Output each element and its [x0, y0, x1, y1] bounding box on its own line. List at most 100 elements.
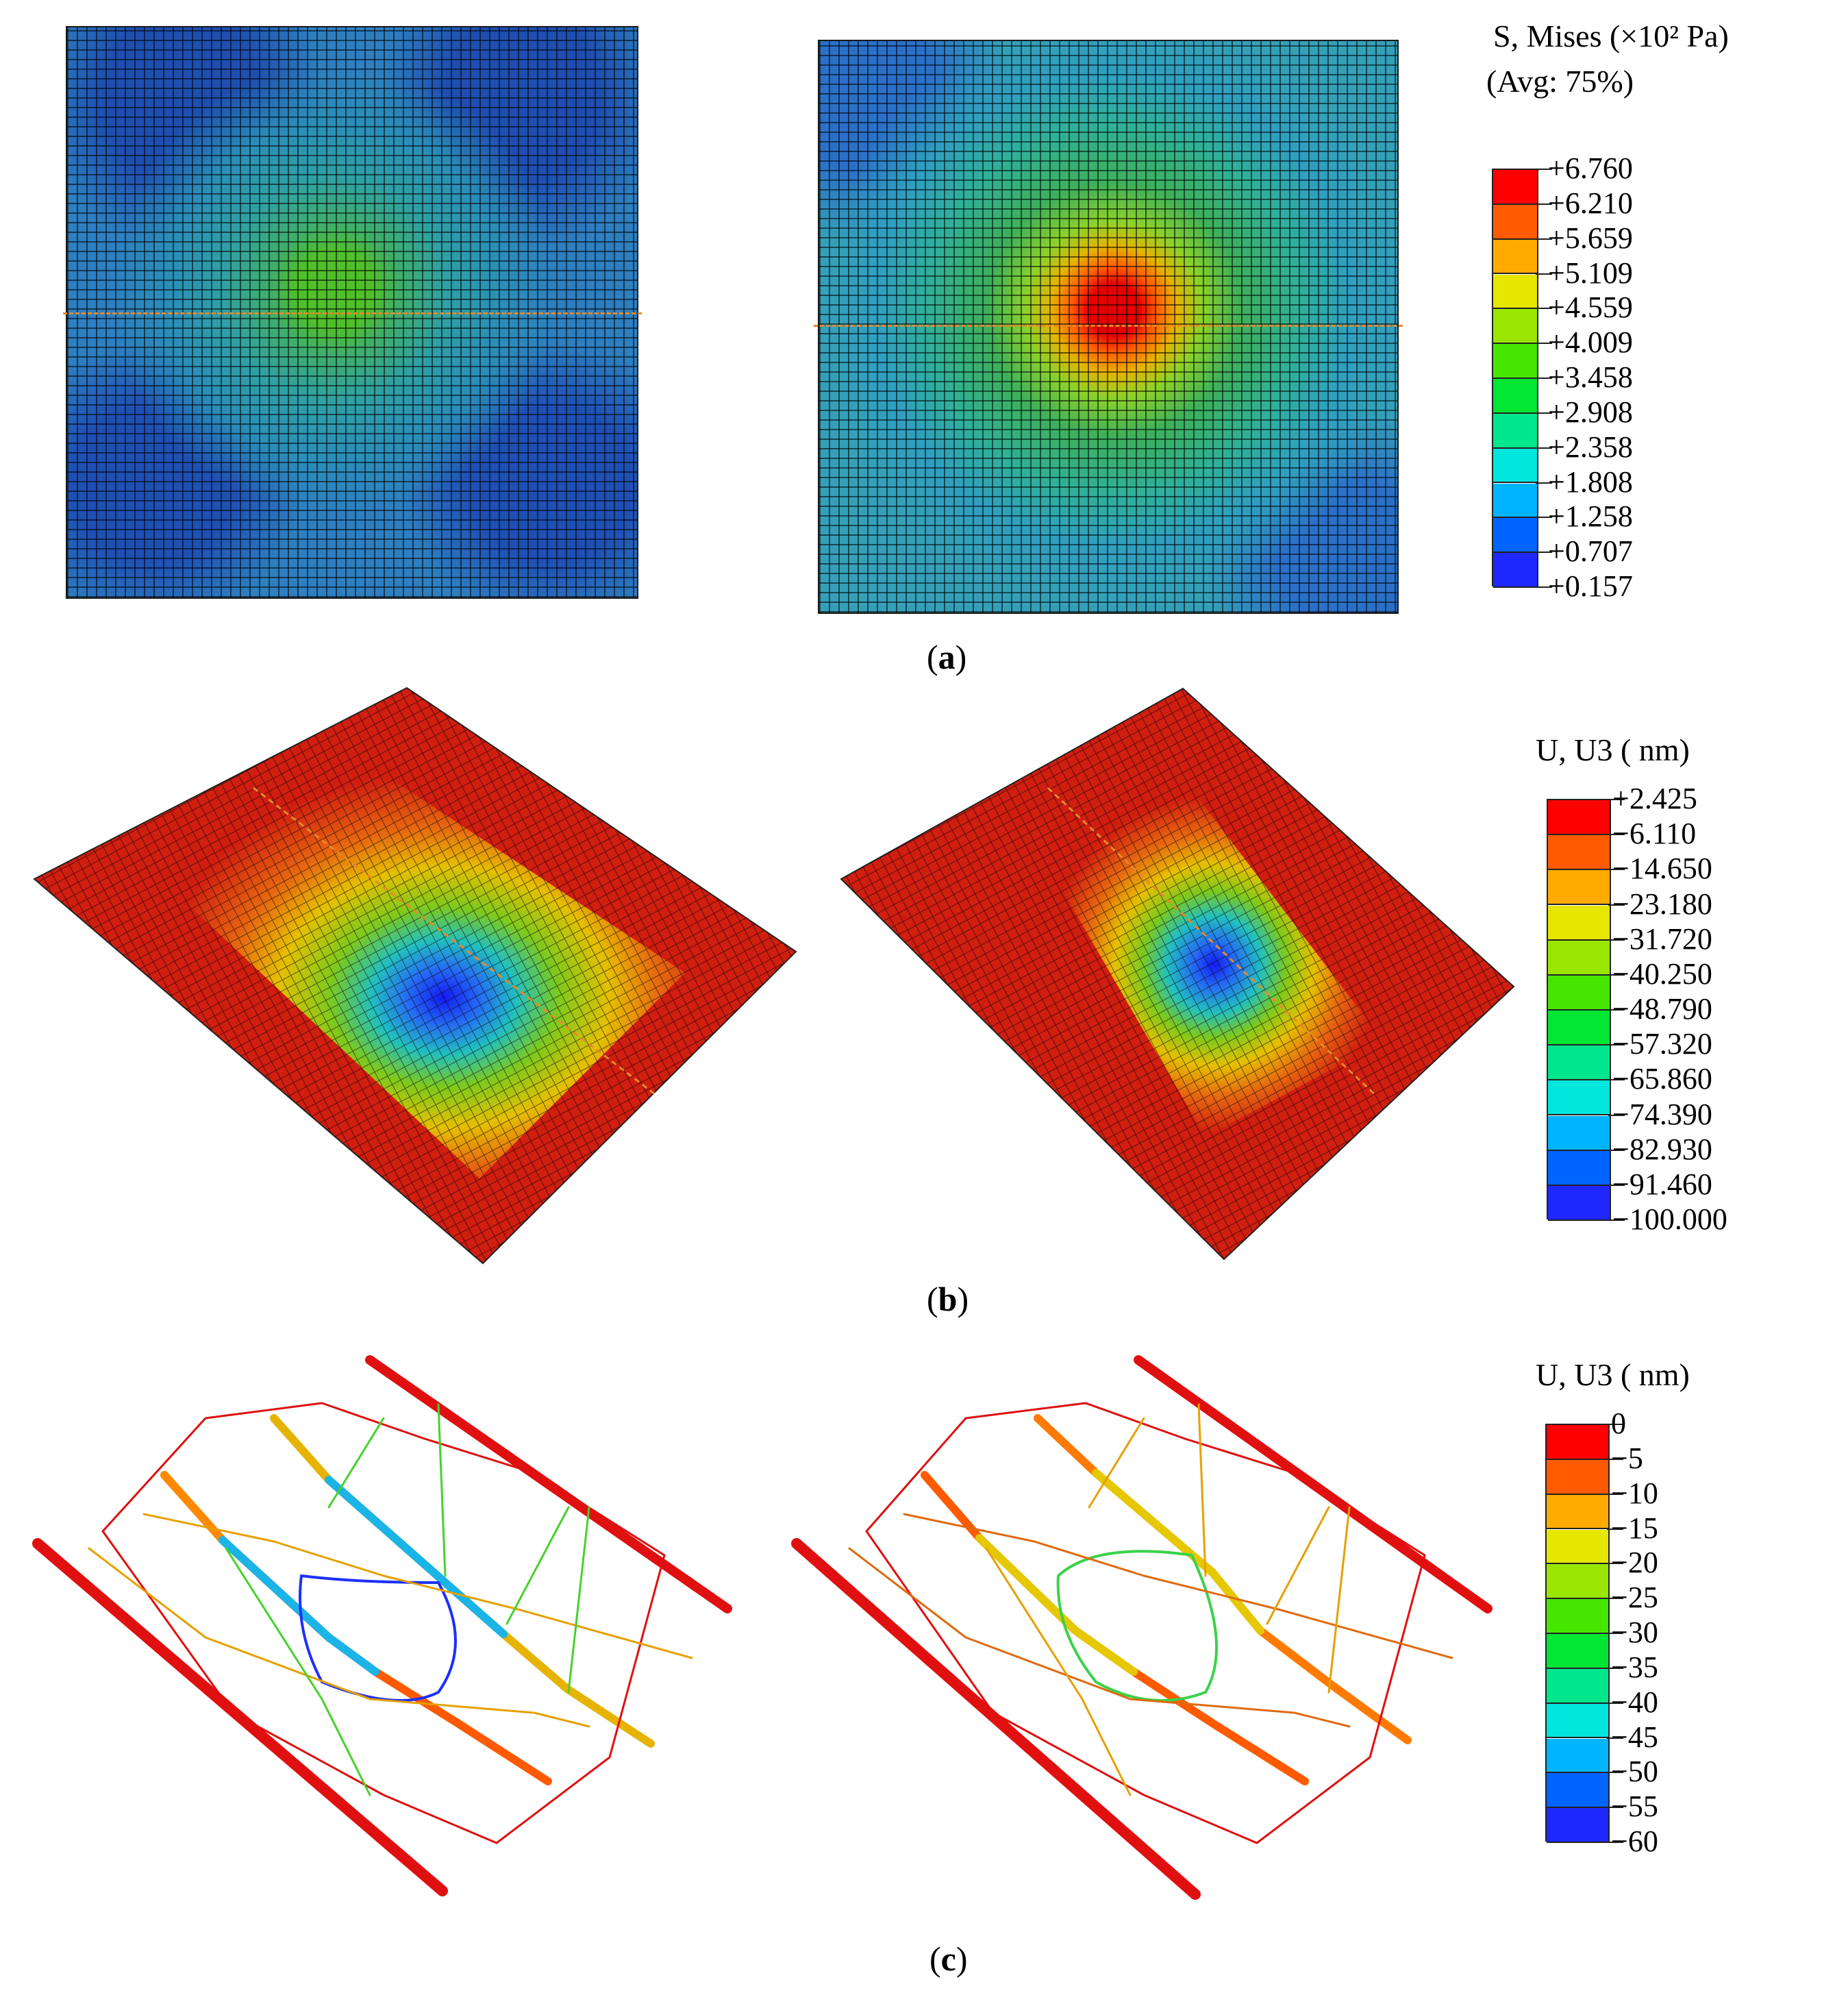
legend-tick: [1607, 1842, 1623, 1843]
legend-label: −50: [1611, 1755, 1658, 1789]
legend-label: −91.460: [1612, 1167, 1712, 1201]
legend-label: +0.157: [1548, 569, 1633, 603]
legend-tick: [1536, 238, 1552, 240]
legend-band: [1493, 204, 1537, 240]
legend-tick: [1536, 273, 1552, 275]
legend-label: +0.707: [1548, 534, 1633, 569]
caption-a: (a): [927, 638, 967, 676]
legend-tick: [1608, 799, 1625, 800]
legend-band: [1547, 1529, 1608, 1565]
legend-label: −31.720: [1612, 921, 1712, 956]
caption-b: (b): [927, 1280, 969, 1318]
legend-tick: [1536, 203, 1552, 205]
legend-tick: [1536, 447, 1552, 449]
legend-band: [1547, 1668, 1608, 1704]
legend-band: [1493, 483, 1537, 519]
legend-tick: [1536, 517, 1552, 519]
legend-tick: [1536, 343, 1552, 345]
legend-label: +1.258: [1548, 499, 1633, 534]
legend-tick: [1607, 1528, 1623, 1530]
legend-label: +6.210: [1548, 186, 1633, 220]
legend-band: [1548, 1150, 1610, 1186]
legend-tick: [1608, 904, 1625, 906]
legend-label: −45: [1611, 1720, 1658, 1754]
legend-tick: [1607, 1772, 1623, 1774]
mises-mesh-right: [818, 40, 1399, 614]
legend-label: +1.808: [1548, 465, 1633, 499]
legend-band: [1548, 800, 1610, 836]
legend-band: [1548, 1011, 1610, 1046]
legend-tick: [1608, 1009, 1625, 1011]
legend-band: [1493, 170, 1537, 205]
legend-tick: [1536, 552, 1552, 554]
legend-band: [1493, 553, 1537, 588]
legend-label: −40.250: [1612, 956, 1712, 991]
stent-right: [791, 1355, 1493, 1900]
legend-band: [1547, 1494, 1608, 1530]
legend-tick: [1608, 1220, 1625, 1221]
legend-band: [1548, 940, 1610, 976]
legend-label: +3.458: [1548, 360, 1633, 394]
legend-band: [1548, 975, 1610, 1011]
legend-label: −5: [1611, 1441, 1643, 1475]
legend-label: −40: [1611, 1685, 1658, 1719]
legend-band: [1493, 309, 1537, 345]
legend-label: +2.358: [1548, 430, 1633, 464]
legend-tick: [1536, 377, 1552, 379]
mesh-grid: [819, 41, 1397, 612]
legend-tick: [1536, 482, 1552, 484]
legend-tick: [1608, 1184, 1625, 1186]
legend-band: [1547, 1425, 1608, 1460]
legend-label: −14.650: [1612, 852, 1712, 886]
legend-label: 0: [1611, 1407, 1626, 1440]
legend-label: −55: [1611, 1790, 1658, 1824]
legend-band: [1493, 239, 1537, 275]
legend-tick: [1608, 1044, 1625, 1046]
section-line-right: [814, 325, 1403, 327]
legend-label: −82.930: [1612, 1132, 1712, 1166]
legend-c-colorbar: [1545, 1424, 1610, 1843]
legend-a-title: S, Mises (×10² Pa): [1493, 18, 1729, 53]
legend-tick: [1607, 1563, 1623, 1565]
legend-label: −20: [1611, 1546, 1658, 1580]
legend-tick: [1608, 974, 1625, 976]
legend-band: [1547, 1808, 1608, 1843]
legend-label: −15: [1611, 1511, 1658, 1545]
legend-label: +4.559: [1548, 290, 1633, 325]
legend-band: [1547, 1459, 1608, 1495]
legend-label: +2.908: [1548, 395, 1633, 429]
legend-band: [1493, 448, 1537, 484]
legend-tick: [1608, 1079, 1625, 1081]
legend-band: [1547, 1738, 1608, 1774]
legend-label: −23.180: [1612, 887, 1712, 921]
legend-band: [1493, 344, 1537, 379]
legend-label: −60: [1611, 1824, 1658, 1858]
legend-label: +5.109: [1548, 256, 1633, 290]
legend-label: −100.000: [1612, 1202, 1727, 1236]
legend-label: +4.009: [1548, 325, 1633, 360]
legend-label: −6.110: [1612, 817, 1697, 851]
legend-tick: [1536, 169, 1552, 170]
legend-tick: [1607, 1598, 1623, 1600]
legend-tick: [1608, 1114, 1625, 1116]
legend-tick: [1608, 834, 1625, 836]
legend-a-colorbar: [1492, 169, 1538, 588]
plate-right: [840, 687, 1515, 1261]
legend-b-colorbar: [1547, 799, 1611, 1221]
legend-tick: [1608, 1149, 1625, 1151]
legend-band: [1547, 1599, 1608, 1634]
legend-label: −57.320: [1612, 1027, 1712, 1061]
legend-band: [1493, 413, 1537, 449]
legend-band: [1547, 1773, 1608, 1809]
legend-band: [1548, 1045, 1610, 1081]
legend-label: −74.390: [1612, 1097, 1712, 1131]
stent-left: [32, 1355, 732, 1896]
caption-c: (c): [929, 1940, 968, 1978]
legend-band: [1493, 274, 1537, 310]
plate-left: [33, 686, 797, 1265]
legend-label: −35: [1611, 1650, 1658, 1684]
legend-tick: [1607, 1737, 1623, 1739]
legend-tick: [1608, 939, 1625, 941]
legend-label: −10: [1611, 1476, 1658, 1510]
